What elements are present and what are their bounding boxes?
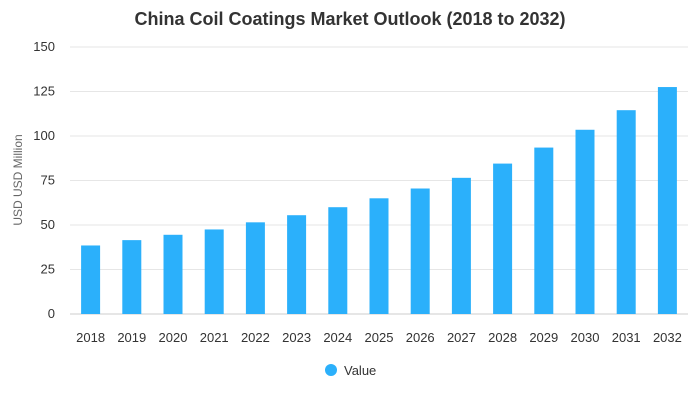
bar-2031[interactable] (616, 110, 636, 314)
y-tick-label: 0 (48, 306, 55, 321)
y-axis-label: USD USD Million (11, 134, 25, 225)
legend-swatch-value (325, 364, 337, 376)
x-tick-label: 2027 (447, 330, 476, 345)
bar-2020[interactable] (163, 234, 183, 314)
y-tick-label: 75 (41, 173, 55, 188)
x-tick-label: 2018 (76, 330, 105, 345)
chart-title: China Coil Coatings Market Outlook (2018… (134, 9, 565, 29)
y-tick-label: 50 (41, 217, 55, 232)
x-tick-label: 2025 (365, 330, 394, 345)
x-tick-label: 2023 (282, 330, 311, 345)
bar-2019[interactable] (122, 240, 142, 314)
x-tick-label: 2020 (159, 330, 188, 345)
x-tick-label: 2024 (323, 330, 352, 345)
x-tick-label: 2028 (488, 330, 517, 345)
x-tick-label: 2032 (653, 330, 682, 345)
legend[interactable]: Value (325, 363, 376, 378)
bar-2030[interactable] (575, 129, 595, 314)
y-axis-ticks: 0 25 50 75 100 125 150 (33, 39, 55, 321)
bar-2028[interactable] (493, 163, 513, 314)
bar-2018[interactable] (81, 245, 101, 314)
x-tick-label: 2029 (529, 330, 558, 345)
bar-2024[interactable] (328, 207, 348, 314)
bar-2021[interactable] (204, 229, 224, 314)
x-tick-label: 2021 (200, 330, 229, 345)
bar-2022[interactable] (245, 222, 265, 314)
y-tick-label: 125 (33, 84, 55, 99)
bar-2025[interactable] (369, 198, 389, 314)
bar-2026[interactable] (410, 188, 430, 314)
x-tick-label: 2022 (241, 330, 270, 345)
y-tick-label: 100 (33, 128, 55, 143)
x-tick-label: 2019 (117, 330, 146, 345)
x-tick-label: 2031 (612, 330, 641, 345)
bar-2029[interactable] (534, 147, 554, 314)
legend-label-value: Value (344, 363, 376, 378)
x-tick-label: 2026 (406, 330, 435, 345)
y-tick-label: 25 (41, 262, 55, 277)
bar-2027[interactable] (451, 177, 471, 314)
x-axis-ticks: 2018 2019 2020 2021 2022 2023 2024 2025 2026 2027… (76, 330, 682, 345)
x-tick-label: 2030 (571, 330, 600, 345)
bars (81, 87, 677, 314)
y-tick-label: 150 (33, 39, 55, 54)
bar-2032[interactable] (657, 87, 677, 314)
bar-2023[interactable] (287, 215, 307, 314)
